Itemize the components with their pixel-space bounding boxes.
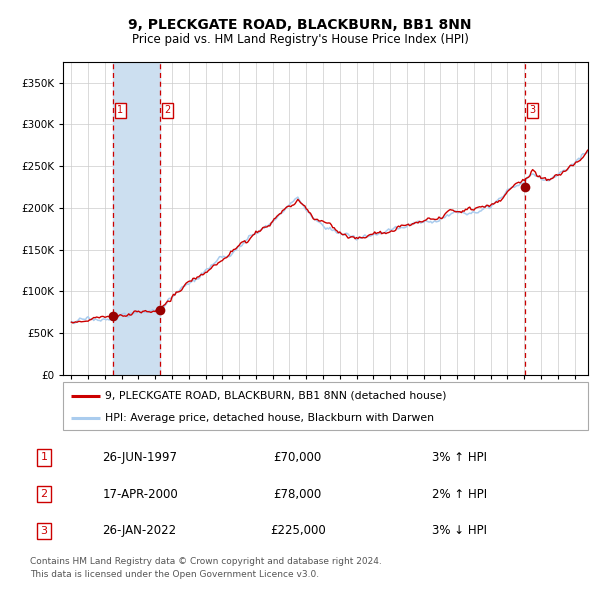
Bar xyxy=(113,62,160,375)
Text: £225,000: £225,000 xyxy=(270,525,326,537)
Text: 2% ↑ HPI: 2% ↑ HPI xyxy=(432,487,487,501)
Text: £78,000: £78,000 xyxy=(274,487,322,501)
Text: 3% ↓ HPI: 3% ↓ HPI xyxy=(432,525,487,537)
Text: 2: 2 xyxy=(164,106,170,116)
Text: 26-JAN-2022: 26-JAN-2022 xyxy=(103,525,176,537)
Text: 2: 2 xyxy=(40,489,47,499)
Text: Contains HM Land Registry data © Crown copyright and database right 2024.: Contains HM Land Registry data © Crown c… xyxy=(30,557,382,566)
Text: 3: 3 xyxy=(40,526,47,536)
Text: HPI: Average price, detached house, Blackburn with Darwen: HPI: Average price, detached house, Blac… xyxy=(105,413,434,422)
Text: 1: 1 xyxy=(40,453,47,463)
Text: 9, PLECKGATE ROAD, BLACKBURN, BB1 8NN (detached house): 9, PLECKGATE ROAD, BLACKBURN, BB1 8NN (d… xyxy=(105,391,446,401)
Text: 1: 1 xyxy=(118,106,124,116)
Text: 3% ↑ HPI: 3% ↑ HPI xyxy=(432,451,487,464)
Text: 3: 3 xyxy=(530,106,536,116)
Text: Price paid vs. HM Land Registry's House Price Index (HPI): Price paid vs. HM Land Registry's House … xyxy=(131,33,469,46)
FancyBboxPatch shape xyxy=(63,382,588,430)
Text: 17-APR-2000: 17-APR-2000 xyxy=(103,487,178,501)
Text: 26-JUN-1997: 26-JUN-1997 xyxy=(103,451,178,464)
Text: £70,000: £70,000 xyxy=(274,451,322,464)
Text: This data is licensed under the Open Government Licence v3.0.: This data is licensed under the Open Gov… xyxy=(30,570,319,579)
Text: 9, PLECKGATE ROAD, BLACKBURN, BB1 8NN: 9, PLECKGATE ROAD, BLACKBURN, BB1 8NN xyxy=(128,18,472,32)
